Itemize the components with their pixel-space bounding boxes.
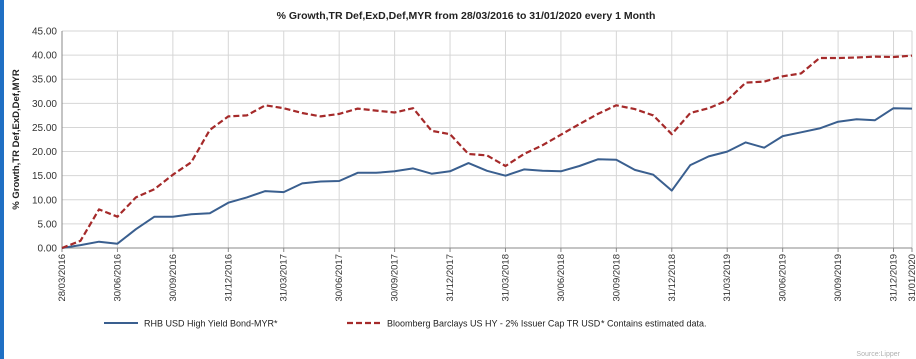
- legend-label-rhb: RHB USD High Yield Bond-MYR*: [144, 319, 278, 329]
- x-tick-label: 31/12/2017: [445, 254, 456, 302]
- legend-note: * Contains estimated data.: [601, 319, 707, 329]
- legend: RHB USD High Yield Bond-MYR* Bloomberg B…: [104, 319, 707, 329]
- series-line-rhb: [61, 107, 913, 249]
- y-tick-label: 25.00: [32, 123, 57, 134]
- chart-canvas: % Growth,TR Def,ExD,Def,MYR from 28/03/2…: [11, 10, 916, 358]
- x-tick-label: 31/01/2020: [907, 254, 916, 302]
- y-tick-label: 10.00: [32, 195, 57, 206]
- x-axis-ticks: 28/03/2016 30/06/2016 30/09/2016 31/12/2016…: [57, 254, 916, 302]
- y-tick-label: 30.00: [32, 99, 57, 110]
- x-tick-label: 31/03/2017: [279, 254, 290, 302]
- y-tick-label: 40.00: [32, 51, 57, 62]
- y-tick-label: 20.00: [32, 147, 57, 158]
- x-tick-label: 30/06/2017: [334, 254, 345, 302]
- x-tick-label: 30/06/2018: [556, 254, 567, 302]
- x-tick-label: 30/09/2016: [168, 254, 179, 302]
- y-tick-label: 0.00: [38, 244, 58, 255]
- y-tick-label: 15.00: [32, 171, 57, 182]
- series-line-bloomberg: [61, 54, 913, 250]
- x-tick-label: 28/03/2016: [57, 254, 68, 302]
- y-axis-ticks: 0.00 5.00 10.00 15.00 20.00 25.00 30.00 35.00 40…: [32, 27, 57, 255]
- series-lines: [61, 54, 913, 250]
- x-tick-label: 31/03/2019: [722, 254, 733, 302]
- x-tick-label: 30/09/2019: [833, 254, 844, 302]
- x-tick-label: 30/06/2016: [112, 254, 123, 302]
- chart-title: % Growth,TR Def,ExD,Def,MYR from 28/03/2…: [277, 10, 656, 22]
- x-tick-label: 31/03/2018: [500, 254, 511, 302]
- grid: [61, 30, 913, 252]
- x-tick-label: 31/12/2018: [667, 254, 678, 302]
- x-tick-label: 31/12/2019: [889, 254, 900, 302]
- y-tick-label: 35.00: [32, 75, 57, 86]
- y-tick-label: 45.00: [32, 27, 57, 38]
- x-tick-label: 30/06/2019: [778, 254, 789, 302]
- x-tick-label: 30/09/2018: [611, 254, 622, 302]
- x-tick-label: 30/09/2017: [390, 254, 401, 302]
- y-tick-label: 5.00: [38, 219, 58, 230]
- legend-label-bloomberg: Bloomberg Barclays US HY - 2% Issuer Cap…: [387, 319, 601, 329]
- source-label: Source:Lipper: [856, 351, 900, 358]
- y-axis-label: % Growth,TR Def,ExD,Def,MYR: [11, 69, 22, 210]
- x-tick-label: 31/12/2016: [223, 254, 234, 302]
